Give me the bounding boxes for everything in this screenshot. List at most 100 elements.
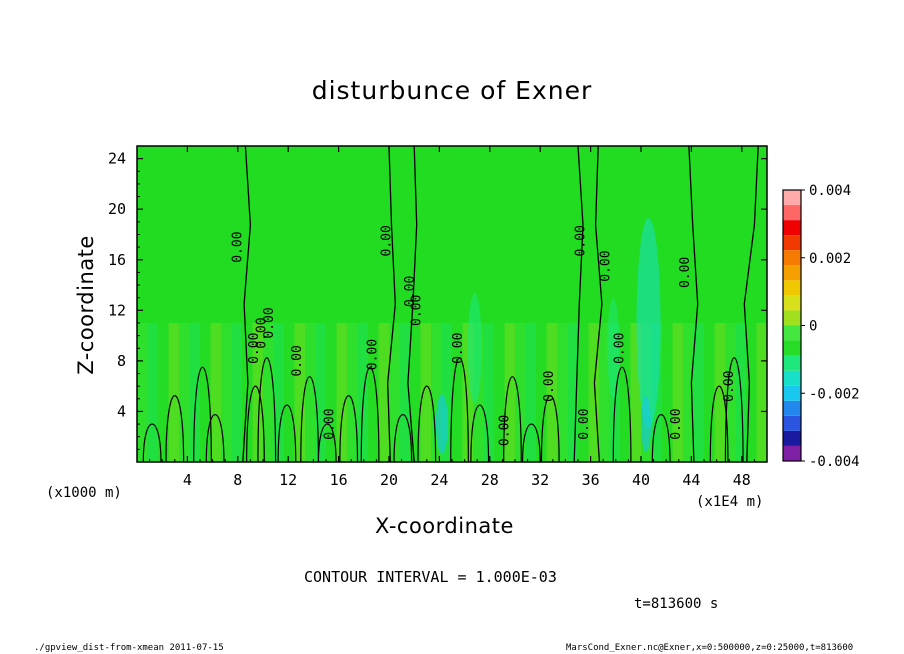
heatmap-cell (525, 322, 536, 462)
heatmap-cell (672, 322, 683, 462)
heatmap-cell (536, 322, 547, 462)
heatmap-cell (189, 322, 200, 462)
contour-line (242, 145, 252, 463)
heatmap-cell (462, 322, 473, 462)
heatmap-cell (357, 322, 368, 462)
heatmap-cell (347, 322, 358, 462)
colorbar-swatch (783, 295, 801, 311)
heatmap-cell (263, 322, 274, 462)
contour-line (573, 145, 584, 463)
heatmap-cell (210, 322, 221, 462)
contour-label: 0.00 (612, 333, 627, 364)
heatmap-cell (714, 322, 725, 462)
colorbar-tick-label: 0.002 (809, 251, 851, 267)
contour-loop (503, 376, 522, 463)
heatmap-cell (630, 322, 641, 462)
contour-loop (142, 423, 162, 463)
heatmap-cell (494, 322, 505, 462)
heatmap-cell (284, 322, 295, 462)
heatmap-cell (567, 322, 578, 462)
heatmap-cell (599, 322, 610, 462)
heatmap-cell (420, 322, 431, 462)
colorbar-tick-label: -0.004 (809, 454, 860, 470)
colorbar-swatch (783, 220, 801, 236)
colorbar-swatch (783, 445, 801, 461)
contour-label: 0.00 (542, 371, 557, 402)
colorbar-tick-label: 0 (809, 319, 817, 335)
contour-label: 0.00 (410, 295, 425, 326)
heatmap-cell (693, 322, 704, 462)
y-tick-label: 8 (117, 352, 126, 370)
contour-label: 0.00 (403, 276, 418, 307)
heatmap-cell (662, 322, 673, 462)
contour-label: 0.00 (323, 408, 338, 439)
heatmap-cell (399, 322, 410, 462)
heatmap-cell (515, 322, 526, 462)
contour-loop (417, 385, 437, 463)
heatmap-anomaly (467, 293, 482, 404)
heatmap-cell (441, 322, 452, 462)
colorbar-tick-label: -0.002 (809, 386, 860, 402)
contour-loop (246, 385, 265, 463)
colorbar-swatch (783, 310, 801, 326)
contour-loop (651, 414, 671, 463)
heatmap-cell (410, 322, 421, 462)
heatmap-cell (620, 322, 631, 462)
heatmap-cell (336, 322, 347, 462)
colorbar-swatch (783, 355, 801, 371)
heatmap-cell (588, 322, 599, 462)
contour-line (743, 145, 759, 463)
contour-loop (521, 423, 541, 463)
colorbar-swatch (783, 340, 801, 356)
x-unit-left: (x1000 m) (46, 485, 122, 501)
contour-line (407, 145, 418, 463)
heatmap-cell (200, 322, 211, 462)
footer-right: MarsCond_Exner.nc@Exner,x=0:500000,z=0:2… (566, 643, 854, 653)
colorbar-swatch (783, 190, 801, 206)
footer-left: ./gpview_dist-from-xmean 2011-07-15 (34, 643, 224, 653)
contour-label: 0.00 (262, 307, 277, 338)
contour-loop (360, 366, 380, 463)
contour-label: 0.00 (573, 225, 588, 256)
colorbar-swatch (783, 415, 801, 431)
heatmap-anomaly (641, 396, 652, 453)
heatmap-cell (179, 322, 190, 462)
contour-label: 0.00 (451, 333, 466, 364)
x-tick-label: 40 (632, 471, 650, 489)
contour-label: 0.00 (577, 408, 592, 439)
x-unit-right: (x1E4 m) (696, 494, 764, 510)
contour-loop (540, 395, 560, 463)
heatmap-cell (252, 322, 263, 462)
contour-loop (470, 404, 490, 463)
time-label: t=813600 s (634, 596, 719, 612)
y-tick-label: 4 (117, 402, 126, 420)
heatmap-cell (147, 322, 158, 462)
x-tick-label: 16 (330, 471, 348, 489)
y-tick-label: 16 (108, 251, 126, 269)
y-axis-label: Z-coordinate (74, 235, 98, 375)
contour-label: 0.00 (365, 339, 380, 370)
x-tick-label: 20 (380, 471, 398, 489)
heatmap-cell (483, 322, 494, 462)
heatmap-cell (326, 322, 337, 462)
contour-label: 0.00 (247, 333, 262, 364)
colorbar-swatch (783, 205, 801, 221)
x-tick-label: 44 (682, 471, 700, 489)
heatmap-cell (378, 322, 389, 462)
contour-loop (393, 414, 413, 463)
heatmap-cell (504, 322, 515, 462)
heatmap-cell (368, 322, 379, 462)
heatmap-cell (578, 322, 589, 462)
colorbar-swatch (783, 400, 801, 416)
contour-line (593, 145, 603, 463)
contour-loop (612, 366, 632, 463)
contour-interval: CONTOUR INTERVAL = 1.000E-03 (304, 568, 557, 586)
contour-loop (205, 414, 225, 463)
colorbar-swatch (783, 265, 801, 281)
heatmap-cell (431, 322, 442, 462)
contour-label: 0.00 (599, 250, 614, 281)
contour-label: 0.00 (290, 345, 305, 376)
chart-title: disturbunce of Exner (311, 76, 593, 105)
x-tick-label: 36 (582, 471, 600, 489)
